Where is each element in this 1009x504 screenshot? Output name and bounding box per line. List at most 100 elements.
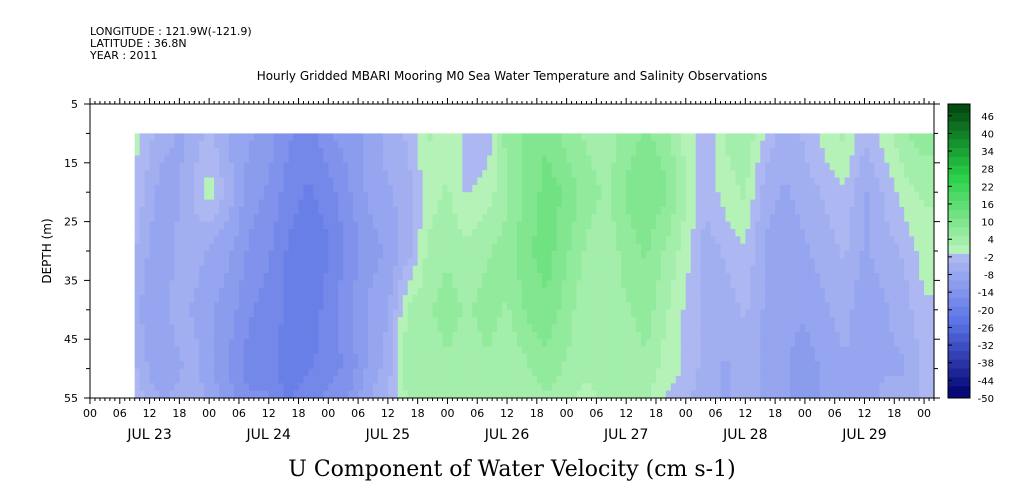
heatmap-cell [263, 192, 270, 201]
heatmap-cell [680, 228, 687, 237]
heatmap-cell [596, 199, 602, 208]
heatmap-cell [402, 170, 409, 179]
heatmap-cell [477, 199, 483, 208]
heatmap-cell [780, 184, 786, 193]
heatmap-cell [368, 361, 374, 370]
heatmap-cell [447, 287, 454, 296]
heatmap-cell [402, 361, 409, 370]
heatmap-cell [318, 353, 324, 362]
heatmap-cell [492, 273, 498, 281]
heatmap-cell [343, 331, 349, 340]
heatmap-cell [209, 206, 215, 215]
heatmap-cell [323, 162, 329, 171]
heatmap-cell [809, 302, 816, 311]
heatmap-cell [492, 317, 498, 326]
heatmap-cell [308, 214, 315, 223]
heatmap-cell [675, 273, 682, 281]
heatmap-cell [646, 309, 652, 318]
heatmap-cell [482, 309, 488, 318]
heatmap-cell [159, 339, 166, 348]
heatmap-cell [814, 383, 821, 392]
heatmap-cell [189, 243, 195, 252]
heatmap-cell [377, 390, 384, 399]
heatmap-cell [343, 140, 349, 149]
heatmap-cell [472, 280, 478, 289]
heatmap-cell [164, 133, 171, 142]
heatmap-cell [268, 280, 275, 289]
heatmap-cell [214, 368, 220, 377]
heatmap-cell [164, 265, 171, 274]
heatmap-cell [353, 339, 359, 348]
heatmap-cell [675, 243, 682, 252]
heatmap-cell [238, 368, 245, 377]
heatmap-cell [819, 236, 826, 245]
heatmap-cell [675, 324, 682, 333]
heatmap-cell [447, 368, 454, 377]
heatmap-cell [278, 199, 285, 208]
heatmap-cell [492, 228, 498, 237]
heatmap-cell [626, 155, 632, 164]
heatmap-cell [720, 214, 727, 223]
heatmap-cell [636, 192, 642, 201]
heatmap-cell [323, 265, 329, 274]
heatmap-cell [536, 133, 543, 142]
heatmap-cell [705, 155, 712, 164]
heatmap-cell [566, 346, 573, 355]
heatmap-cell [546, 390, 553, 399]
heatmap-cell [715, 368, 722, 377]
heatmap-cell [512, 390, 518, 399]
heatmap-cell [472, 317, 478, 326]
heatmap-cell [333, 273, 339, 281]
heatmap-cell [760, 331, 766, 340]
heatmap-cell [740, 265, 746, 274]
heatmap-cell [735, 148, 741, 157]
heatmap-cell [720, 339, 727, 348]
heatmap-cell [447, 339, 454, 348]
heatmap-cell [199, 295, 205, 304]
heatmap-cell [675, 199, 682, 208]
heatmap-cell [238, 214, 245, 223]
heatmap-cell [740, 133, 746, 142]
heatmap-cell [353, 177, 359, 186]
heatmap-cell [487, 383, 493, 392]
heatmap-cell [541, 170, 548, 179]
heatmap-cell [591, 353, 597, 362]
heatmap-cell [323, 177, 329, 186]
heatmap-cell [169, 236, 175, 245]
heatmap-cell [189, 214, 195, 223]
heatmap-cell [591, 273, 597, 281]
heatmap-cell [561, 236, 568, 245]
heatmap-cell [402, 177, 409, 186]
heatmap-cell [318, 390, 324, 399]
heatmap-cell [447, 140, 454, 149]
heatmap-cell [551, 317, 558, 326]
heatmap-cell [139, 243, 146, 252]
heatmap-cell [144, 155, 151, 164]
heatmap-cell [174, 346, 180, 355]
heatmap-cell [268, 140, 275, 149]
heatmap-cell [546, 258, 553, 267]
heatmap-cell [576, 287, 583, 296]
heatmap-cell [502, 280, 508, 289]
heatmap-cell [497, 353, 503, 362]
heatmap-cell [179, 140, 185, 149]
heatmap-cell [655, 273, 662, 281]
heatmap-cell [685, 184, 692, 193]
heatmap-cell [397, 162, 404, 171]
heatmap-cell [427, 295, 434, 304]
heatmap-cell [224, 133, 230, 142]
heatmap-cell [194, 133, 200, 142]
heatmap-cell [149, 265, 156, 274]
heatmap-cell [333, 280, 339, 289]
heatmap-cell [770, 287, 776, 296]
heatmap-cell [785, 258, 791, 267]
heatmap-cell [675, 251, 682, 259]
heatmap-cell [819, 265, 826, 274]
heatmap-cell [328, 353, 334, 362]
heatmap-cell [799, 214, 806, 223]
heatmap-cell [765, 309, 771, 318]
heatmap-cell [219, 353, 225, 362]
heatmap-cell [685, 317, 692, 326]
heatmap-cell [333, 140, 339, 149]
heatmap-cell [621, 192, 627, 201]
